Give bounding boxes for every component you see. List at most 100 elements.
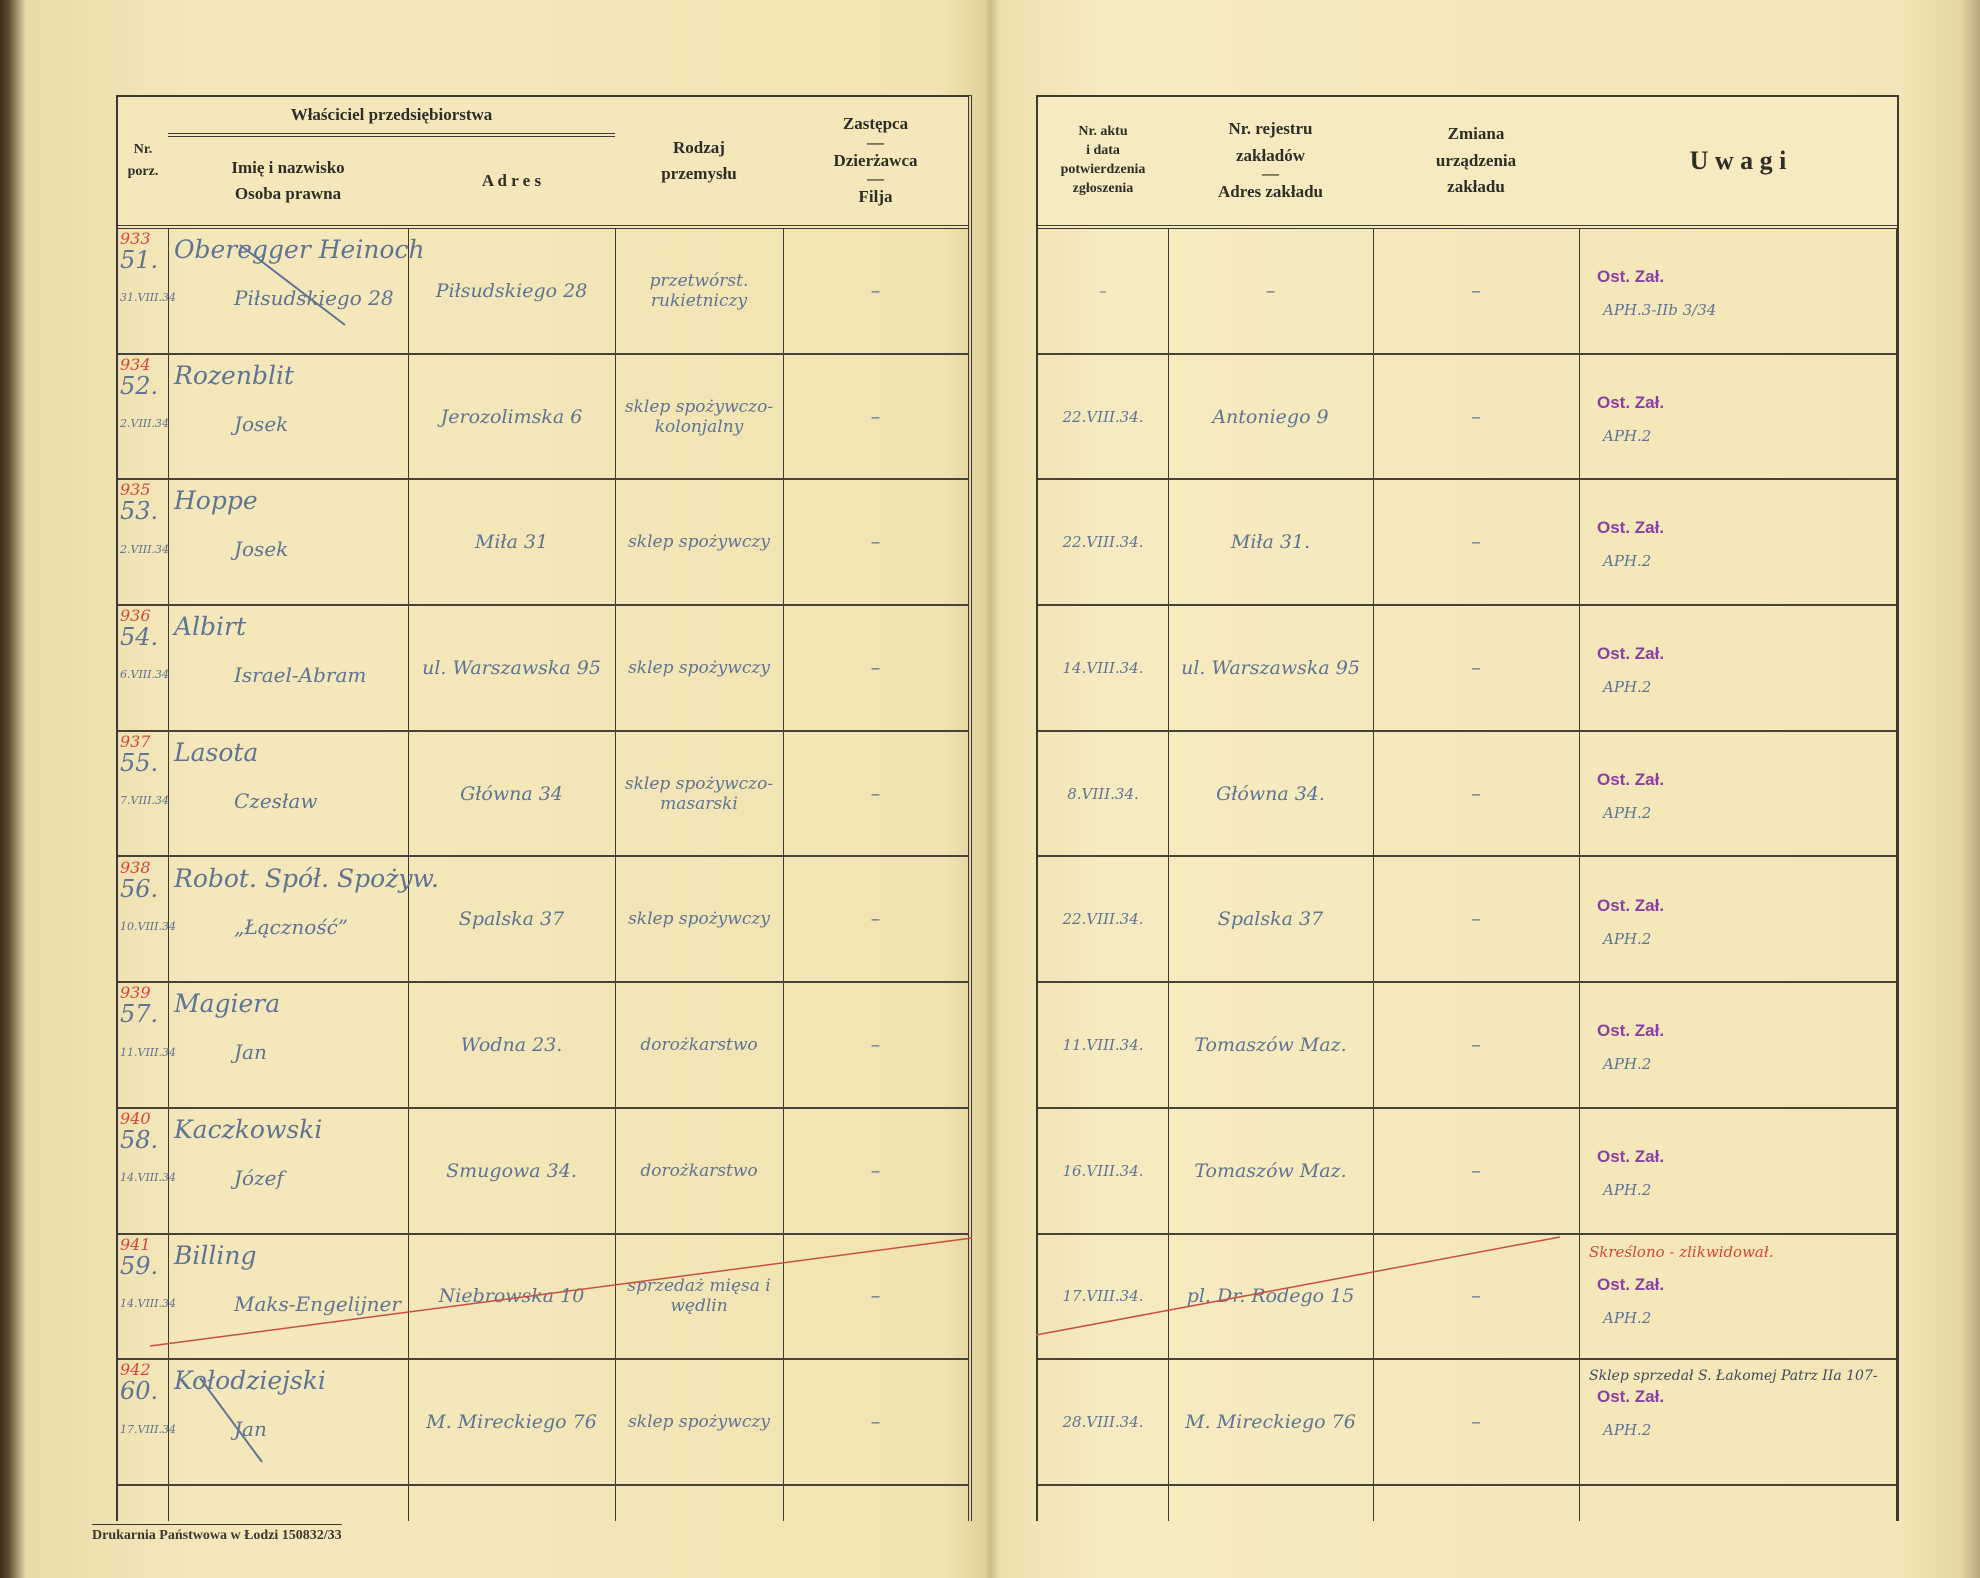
owner-given-name: Maks-Engelijner bbox=[234, 1291, 401, 1316]
stamp-ost-zal: Ost. Zał. bbox=[1597, 644, 1665, 664]
table-row: 941 59. 14.VIII.34 Billing Maks-Engelijner Ni… bbox=[118, 1235, 968, 1361]
industry-cell: sklep spożywczo-masarski bbox=[624, 773, 774, 814]
owner-surname: Rozenblit bbox=[174, 360, 294, 390]
act-date-cell: 22.VIII.34. bbox=[1062, 910, 1144, 929]
header-nr: Nr. porz. bbox=[118, 97, 168, 229]
column-divider bbox=[615, 97, 616, 1521]
owner-given-name: Jan bbox=[234, 1040, 267, 1065]
remark-reference: APH.2 bbox=[1603, 1055, 1652, 1074]
remark-reference: APH.2 bbox=[1603, 426, 1652, 445]
owner-name-cell: Magiera Jan bbox=[168, 983, 408, 1107]
header-name: Imię i nazwisko Osoba prawna bbox=[168, 137, 408, 229]
address-cell: Smugowa 34. bbox=[446, 1159, 577, 1182]
header-register: Nr. rejestru zakładów — Adres zakładu bbox=[1168, 97, 1373, 229]
remarks-cell: Ost. Zał. APH.3-IIb 3/34 bbox=[1579, 229, 1897, 353]
remark-note: Sklep sprzedał S. Łakomej Patrz IIa 107- bbox=[1589, 1368, 1878, 1385]
table-row: 936 54. 6.VIII.34 Albirt Israel-Abram ul. War… bbox=[118, 606, 968, 732]
plant-address-cell: Miła 31. bbox=[1230, 531, 1311, 554]
remarks-cell: Sklep sprzedał S. Łakomej Patrz IIa 107-… bbox=[1579, 1360, 1897, 1484]
remark-red-note: Skreślono - zlikwidował. bbox=[1589, 1242, 1774, 1261]
registration-date: 7.VIII.34 bbox=[120, 794, 169, 808]
remarks-cell: Ost. Zał. APH.2 bbox=[1579, 606, 1897, 730]
header-name-label: Imię i nazwisko bbox=[231, 157, 345, 177]
row-number-cell: 933 51. 31.VIII.34 bbox=[118, 229, 176, 353]
red-sequence-number: 935 bbox=[120, 480, 151, 500]
red-sequence-number: 936 bbox=[120, 606, 151, 626]
column-divider bbox=[168, 97, 169, 1521]
address-cell: Miła 31 bbox=[474, 531, 549, 554]
act-date-cell: 11.VIII.34. bbox=[1062, 1036, 1144, 1055]
deputy-cell: – bbox=[870, 908, 881, 931]
owner-given-name: Czesław bbox=[234, 788, 318, 813]
stamp-ost-zal: Ost. Zał. bbox=[1597, 1387, 1665, 1407]
table-row: 942 60. 17.VIII.34 Kołodziejski Jan M. Mireck… bbox=[118, 1360, 968, 1486]
act-date-cell: – bbox=[1099, 281, 1107, 300]
right-register-table: Nr. aktu i data potwierdzenia zgłoszenia… bbox=[1036, 95, 1899, 1521]
remarks-cell: Skreślono - zlikwidował. Ost. Zał. APH.2 bbox=[1579, 1235, 1897, 1359]
change-cell: – bbox=[1471, 656, 1481, 679]
address-cell: Piłsudskiego 28 bbox=[435, 279, 588, 302]
change-cell: – bbox=[1471, 279, 1481, 302]
deputy-cell: – bbox=[870, 1034, 881, 1057]
remark-reference: APH.2 bbox=[1603, 803, 1652, 822]
stamp-ost-zal: Ost. Zał. bbox=[1597, 769, 1665, 789]
header-plant-address: Adres zakładu bbox=[1217, 182, 1323, 202]
owner-name-cell: Albirt Israel-Abram bbox=[168, 606, 408, 730]
registration-date: 11.VIII.34 bbox=[120, 1045, 176, 1059]
registration-date: 14.VIII.34 bbox=[120, 1296, 176, 1310]
red-sequence-number: 941 bbox=[120, 1234, 151, 1254]
industry-cell: sprzedaż mięsa i wędlin bbox=[627, 1276, 771, 1317]
remark-reference: APH.2 bbox=[1603, 1421, 1652, 1440]
remark-reference: APH.2 bbox=[1603, 929, 1652, 948]
red-sequence-number: 939 bbox=[120, 983, 151, 1003]
remarks-cell: Ost. Zał. APH.2 bbox=[1579, 858, 1897, 982]
table-row: 22.VIII.34. Miła 31. – Ost. Zał. APH.2 bbox=[1038, 480, 1896, 607]
owner-given-name: Josek bbox=[234, 537, 289, 562]
table-row: 22.VIII.34. Spalska 37 – Ost. Zał. APH.2 bbox=[1038, 858, 1896, 984]
remarks-cell: Ost. Zał. APH.2 bbox=[1579, 1109, 1897, 1233]
row-number-cell: 941 59. 14.VIII.34 bbox=[118, 1234, 176, 1359]
printer-imprint: Drukarnia Państwowa w Łodzi 150832/33 bbox=[92, 1524, 342, 1544]
industry-cell: sklep spożywczy bbox=[628, 532, 770, 553]
table-row: 934 52. 2.VIII.34 Rozenblit Josek Jerozolimsk… bbox=[118, 355, 968, 481]
header-legal-person: Osoba prawna bbox=[234, 184, 342, 203]
stamp-ost-zal: Ost. Zał. bbox=[1597, 895, 1665, 915]
deputy-cell: – bbox=[870, 1159, 881, 1182]
change-cell: – bbox=[1471, 908, 1481, 931]
table-row: 935 53. 2.VIII.34 Hoppe Josek Miła 31 sklep sp… bbox=[118, 480, 968, 607]
table-row: 28.VIII.34. M. Mireckiego 76 – Sklep sprzed… bbox=[1038, 1360, 1896, 1486]
table-row: 17.VIII.34. pl. Dr. Rodego 15 – Skreślono -… bbox=[1038, 1235, 1896, 1361]
change-cell: – bbox=[1471, 1411, 1481, 1434]
registration-date: 2.VIII.34 bbox=[120, 542, 169, 556]
red-sequence-number: 940 bbox=[120, 1108, 151, 1128]
owner-name-cell: Hoppe Josek bbox=[168, 480, 408, 604]
owner-surname: Kaczkowski bbox=[174, 1114, 323, 1144]
column-divider bbox=[1373, 97, 1374, 1521]
owner-name-cell: Kołodziejski Jan bbox=[168, 1360, 408, 1484]
change-cell: – bbox=[1471, 1034, 1481, 1057]
registration-date: 10.VIII.34 bbox=[120, 919, 176, 933]
registration-date: 17.VIII.34 bbox=[120, 1422, 176, 1436]
row-number: 56. bbox=[120, 874, 159, 903]
row-number: 57. bbox=[120, 1000, 159, 1029]
act-date-cell: 28.VIII.34. bbox=[1062, 1413, 1144, 1432]
column-divider bbox=[1579, 97, 1580, 1521]
table-row: 933 51. 31.VIII.34 Oberegger Heinoch Piłsuds… bbox=[118, 229, 968, 355]
act-date-cell: 22.VIII.34. bbox=[1062, 407, 1144, 426]
table-row: 8.VIII.34. Główna 34. – Ost. Zał. APH.2 bbox=[1038, 732, 1896, 858]
stamp-ost-zal: Ost. Zał. bbox=[1597, 1274, 1665, 1294]
row-number-cell: 940 58. 14.VIII.34 bbox=[118, 1108, 176, 1233]
owner-surname: Kołodziejski bbox=[174, 1366, 326, 1396]
address-cell: Jerozolimska 6 bbox=[440, 405, 583, 428]
deputy-cell: – bbox=[870, 1285, 881, 1308]
owner-given-name: Józef bbox=[234, 1165, 284, 1190]
header-lessee: Dzierżawca bbox=[833, 150, 918, 170]
address-cell: M. Mireckiego 76 bbox=[426, 1411, 597, 1434]
red-sequence-number: 933 bbox=[120, 229, 151, 248]
column-divider bbox=[1168, 97, 1169, 1521]
act-date-cell: 22.VIII.34. bbox=[1062, 533, 1144, 552]
stamp-ost-zal: Ost. Zał. bbox=[1597, 1021, 1665, 1041]
red-sequence-number: 934 bbox=[120, 354, 151, 374]
row-number: 53. bbox=[120, 497, 159, 526]
registration-date: 14.VIII.34 bbox=[120, 1171, 176, 1185]
